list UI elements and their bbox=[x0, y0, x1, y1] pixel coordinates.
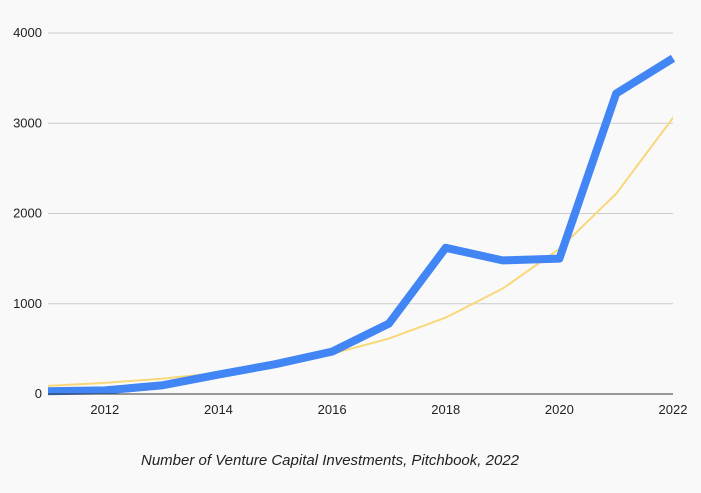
y-axis-ticks: 0 1000 2000 3000 4000 bbox=[13, 25, 42, 401]
y-tick-label: 4000 bbox=[13, 25, 42, 40]
x-tick-label: 2014 bbox=[204, 402, 233, 417]
y-tick-label: 3000 bbox=[13, 115, 42, 130]
gridlines bbox=[48, 32, 673, 305]
trendline-layer bbox=[48, 115, 673, 387]
x-tick-label: 2020 bbox=[545, 402, 574, 417]
x-tick-label: 2012 bbox=[90, 402, 119, 417]
x-tick-label: 2018 bbox=[431, 402, 460, 417]
trendline bbox=[48, 115, 673, 387]
series-layer bbox=[47, 54, 676, 396]
x-axis-ticks: 2012 2014 2016 2018 2020 2022 bbox=[90, 402, 687, 417]
y-tick-label: 0 bbox=[35, 386, 42, 401]
chart-caption: Number of Venture Capital Investments, P… bbox=[141, 452, 519, 469]
y-tick-label: 1000 bbox=[13, 296, 42, 311]
x-tick-label: 2022 bbox=[659, 402, 688, 417]
y-tick-label: 2000 bbox=[13, 206, 42, 221]
x-tick-label: 2016 bbox=[318, 402, 347, 417]
series-line bbox=[47, 54, 676, 396]
